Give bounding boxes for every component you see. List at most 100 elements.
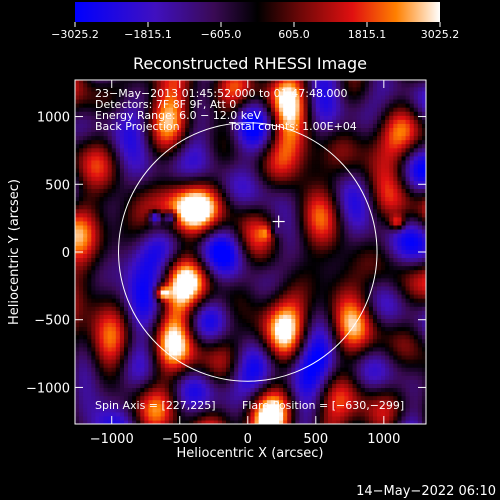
heatmap-cell — [266, 98, 272, 104]
heatmap-cell — [87, 159, 92, 165]
heatmap-cell — [128, 176, 133, 181]
heatmap-cell — [226, 289, 231, 295]
heatmap-cell — [299, 135, 305, 141]
heatmap-cell — [274, 330, 280, 336]
heatmap-cell — [193, 310, 199, 315]
heatmap-cell — [111, 131, 117, 137]
heatmap-cell — [283, 289, 288, 295]
heatmap-cell — [185, 391, 190, 397]
heatmap-cell — [307, 111, 313, 116]
heatmap-cell — [164, 411, 170, 417]
heatmap-cell — [107, 98, 113, 104]
heatmap-cell — [226, 249, 231, 254]
heatmap-cell — [197, 350, 203, 356]
heatmap-cell — [164, 237, 170, 242]
heatmap-cell — [270, 310, 276, 315]
heatmap-cell — [205, 200, 211, 206]
heatmap-cell — [123, 367, 129, 372]
heatmap-cell — [287, 163, 292, 169]
heatmap-cell — [266, 159, 272, 165]
heatmap-cell — [217, 98, 223, 104]
heatmap-cell — [254, 82, 260, 88]
heatmap-cell — [177, 159, 182, 165]
heatmap-cell — [168, 269, 174, 275]
heatmap-cell — [274, 387, 280, 393]
heatmap-cell — [238, 415, 243, 421]
heatmap-cell — [107, 176, 113, 181]
heatmap-cell — [83, 103, 88, 108]
heatmap-cell — [250, 407, 256, 413]
heatmap-cell — [266, 367, 272, 372]
heatmap-cell — [172, 379, 178, 384]
heatmap-cell — [209, 204, 215, 210]
heatmap-cell — [119, 147, 125, 153]
heatmap-cell — [172, 90, 178, 96]
heatmap-cell — [254, 241, 260, 246]
heatmap-cell — [103, 342, 109, 348]
heatmap-cell — [205, 127, 211, 133]
heatmap-cell — [242, 115, 248, 120]
heatmap-cell — [226, 131, 231, 137]
heatmap-cell — [221, 261, 227, 267]
heatmap-cell — [230, 241, 235, 246]
heatmap-cell — [91, 318, 97, 324]
heatmap-cell — [99, 82, 105, 88]
heatmap-cell — [136, 383, 141, 389]
heatmap-cell — [291, 155, 296, 161]
heatmap-cell — [111, 306, 117, 311]
heatmap-cell — [168, 86, 174, 92]
heatmap-cell — [75, 131, 80, 137]
heatmap-cell — [258, 277, 264, 283]
heatmap-cell — [234, 326, 239, 332]
heatmap-cell — [291, 318, 296, 324]
heatmap-cell — [128, 342, 133, 348]
heatmap-cell — [144, 111, 150, 116]
heatmap-cell — [238, 289, 243, 295]
heatmap-cell — [119, 367, 125, 372]
heatmap-cell — [201, 94, 207, 100]
heatmap-cell — [79, 216, 84, 222]
heatmap-cell — [156, 127, 162, 133]
heatmap-cell — [115, 338, 121, 344]
heatmap-cell — [205, 391, 211, 397]
heatmap-cell — [99, 98, 105, 104]
heatmap-cell — [295, 367, 301, 372]
heatmap-cell — [279, 411, 284, 417]
heatmap-cell — [279, 237, 284, 242]
heatmap-cell — [230, 80, 235, 84]
heatmap-cell — [250, 257, 256, 263]
heatmap-cell — [128, 98, 133, 104]
heatmap-cell — [128, 298, 133, 303]
heatmap-cell — [156, 192, 162, 198]
heatmap-cell — [230, 289, 235, 295]
heatmap-cell — [107, 277, 113, 283]
heatmap-cell — [177, 261, 182, 267]
heatmap-cell — [136, 293, 141, 299]
heatmap-cell — [205, 269, 211, 275]
heatmap-cell — [230, 94, 235, 100]
heatmap-cell — [250, 163, 256, 169]
heatmap-cell — [103, 168, 109, 173]
heatmap-cell — [246, 241, 252, 246]
heatmap-cell — [242, 188, 248, 194]
heatmap-cell — [262, 90, 268, 96]
heatmap-cell — [128, 302, 133, 307]
heatmap-cell — [115, 143, 121, 149]
heatmap-cell — [164, 318, 170, 324]
heatmap-cell — [91, 346, 97, 352]
heatmap-cell — [213, 163, 219, 169]
heatmap-cell — [148, 363, 154, 368]
heatmap-cell — [279, 415, 284, 421]
heatmap-cell — [95, 159, 101, 165]
heatmap-cell — [115, 306, 121, 311]
heatmap-cell — [238, 196, 243, 202]
heatmap-cell — [91, 314, 97, 319]
heatmap-cell — [270, 249, 276, 254]
heatmap-cell — [234, 391, 239, 397]
heatmap-cell — [279, 98, 284, 104]
heatmap-cell — [83, 163, 88, 169]
heatmap-cell — [209, 192, 215, 198]
heatmap-cell — [266, 314, 272, 319]
heatmap-cell — [303, 98, 309, 104]
heatmap-cell — [119, 212, 125, 218]
